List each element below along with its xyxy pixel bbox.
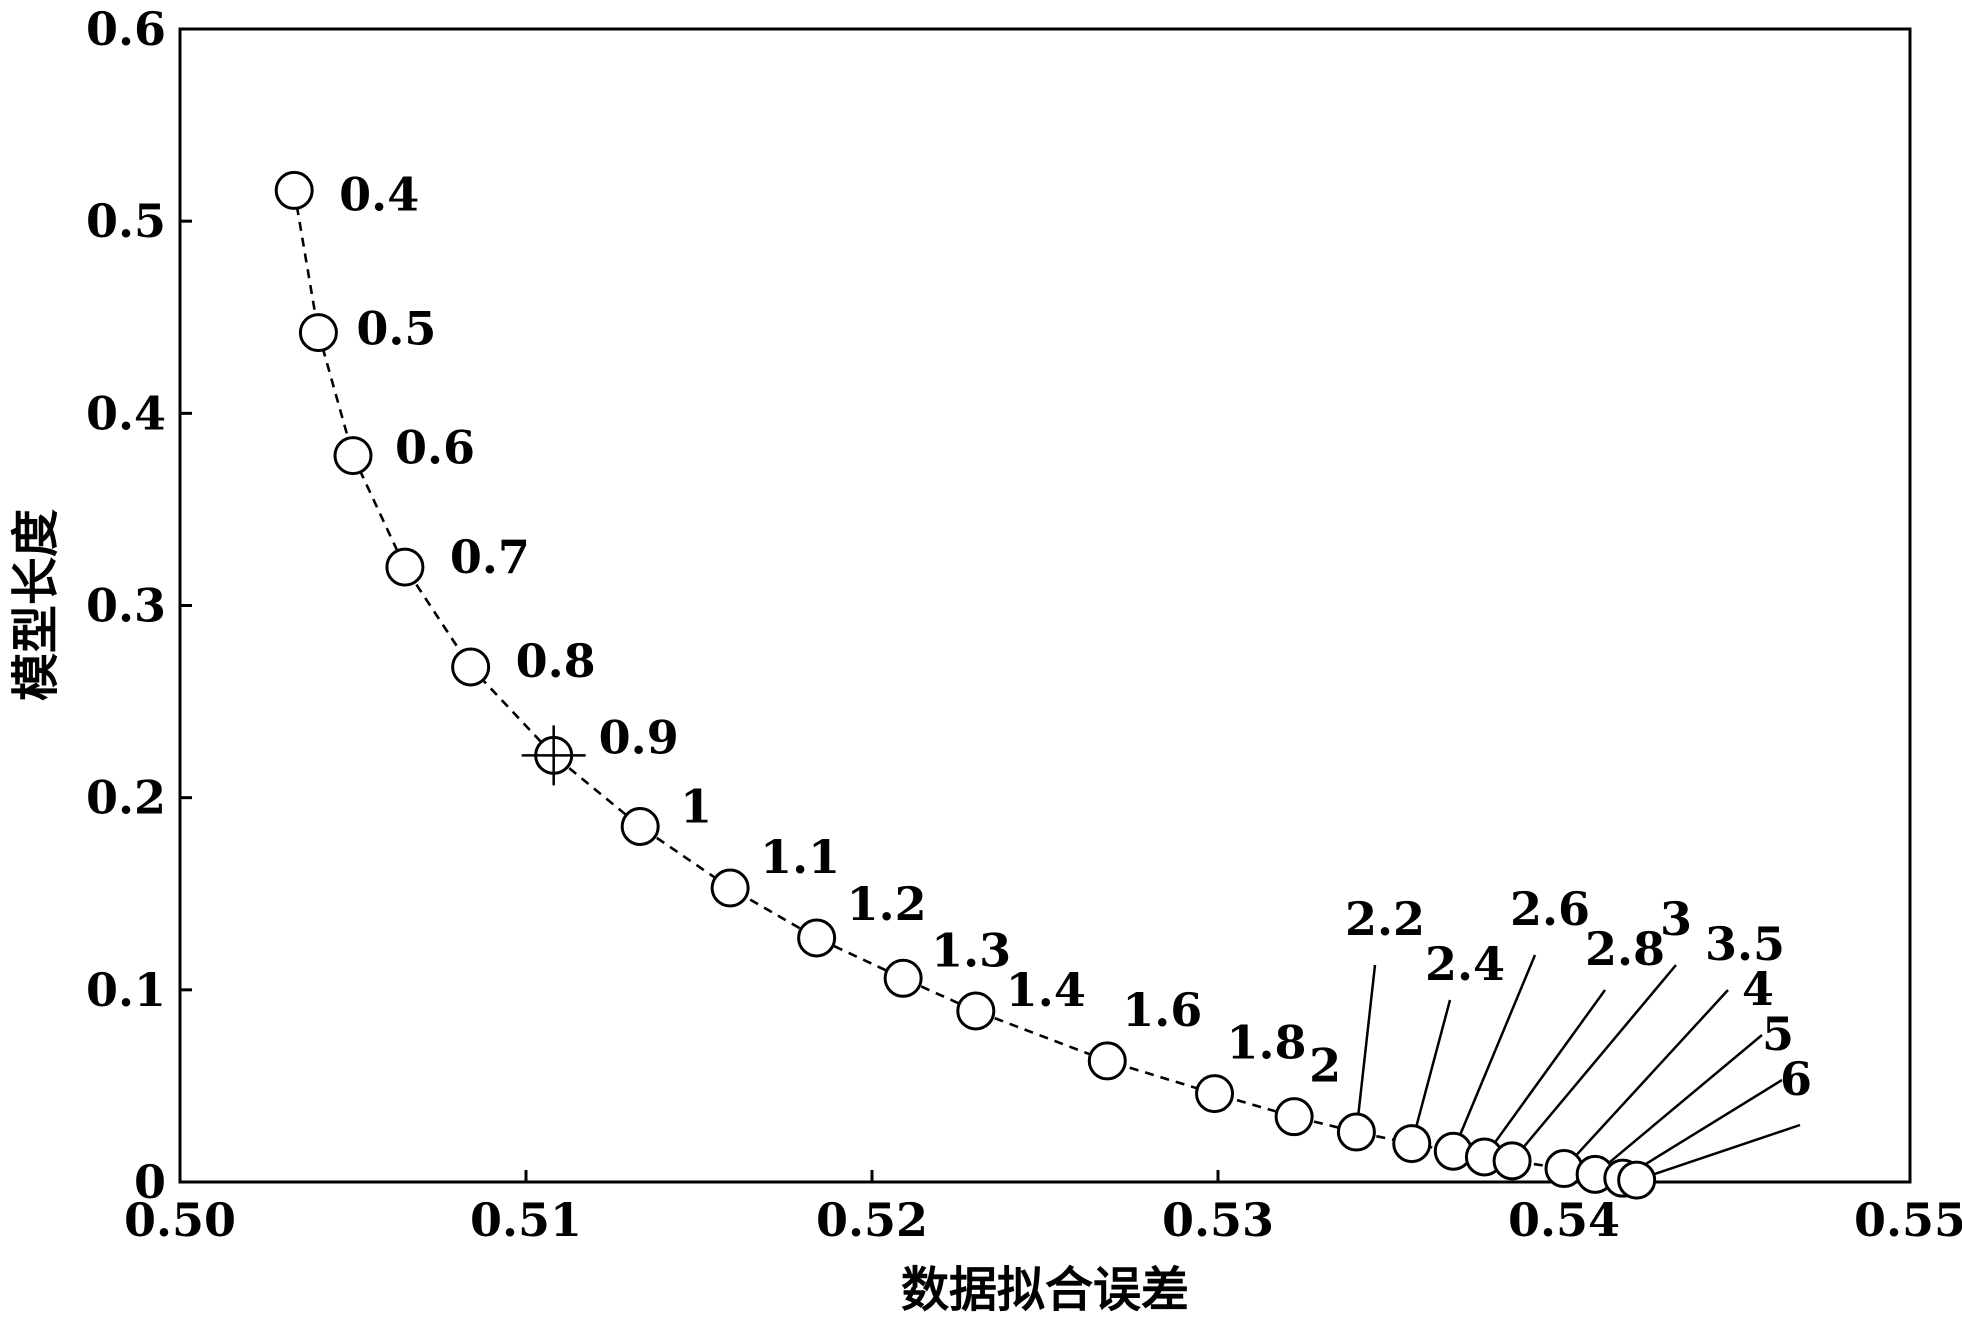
data-label: 1.8: [1227, 1016, 1307, 1070]
y-tick-label: 0: [134, 1155, 166, 1209]
data-label: 1.2: [847, 877, 927, 931]
data-label: 4: [1742, 962, 1774, 1016]
data-point: [620, 806, 660, 846]
data-point: [333, 436, 373, 476]
data-label: 1.1: [760, 830, 840, 884]
leader-line: [1459, 954, 1537, 1136]
y-tick-label: 0.2: [86, 771, 166, 825]
data-label: 3.5: [1705, 917, 1785, 971]
leader-line: [1522, 964, 1677, 1148]
data-label: 1: [680, 779, 712, 833]
data-label: 5: [1762, 1007, 1794, 1061]
label-leader-lines: [1357, 954, 1801, 1176]
y-tick-label: 0.4: [86, 386, 166, 440]
data-point: [451, 647, 491, 687]
data-label: 6: [1780, 1052, 1812, 1106]
data-point: [1336, 1112, 1376, 1152]
data-point: [385, 547, 425, 587]
data-label: 1.4: [1006, 963, 1086, 1017]
data-label: 0.9: [599, 710, 679, 764]
data-label: 0.4: [339, 167, 419, 221]
x-tick-label: 0.52: [816, 1193, 928, 1247]
data-point: [298, 313, 338, 353]
x-axis-ticks: 0.50 0.51 0.52 0.53 0.54 0.55: [124, 1170, 1962, 1247]
x-tick-label: 0.53: [1162, 1193, 1274, 1247]
data-point: [956, 991, 996, 1031]
x-tick-label: 0.51: [470, 1193, 582, 1247]
y-tick-label: 0.1: [86, 963, 166, 1017]
data-point: [710, 868, 750, 908]
data-label: 3: [1660, 892, 1692, 946]
data-label: 0.6: [395, 421, 475, 475]
data-label: 2.6: [1510, 882, 1590, 936]
y-axis-ticks: 0 0.1 0.2 0.3 0.4 0.5 0.6: [86, 2, 192, 1209]
data-label: 2.4: [1425, 937, 1505, 991]
data-label: 2.8: [1585, 922, 1665, 976]
y-axis-title: 模型长度: [8, 509, 64, 701]
data-point: [797, 918, 837, 958]
data-point: [1492, 1141, 1532, 1181]
y-tick-label: 0.5: [86, 194, 166, 248]
data-label: 0.5: [356, 302, 436, 356]
data-label: 0.8: [516, 634, 596, 688]
data-point: [1087, 1041, 1127, 1081]
data-label: 1.6: [1122, 983, 1202, 1037]
series-line: [292, 190, 1637, 1182]
data-label: 2: [1309, 1039, 1341, 1093]
y-tick-label: 0.3: [86, 579, 166, 633]
leader-line: [1493, 989, 1607, 1144]
leader-line: [1653, 1123, 1801, 1176]
data-label: 2.2: [1345, 892, 1425, 946]
x-tick-label: 0.50: [124, 1193, 236, 1247]
data-point: [274, 170, 314, 210]
y-tick-label: 0.6: [86, 2, 166, 56]
leader-line: [1357, 964, 1377, 1115]
leader-line: [1637, 1078, 1783, 1170]
data-label: 1.3: [931, 923, 1011, 977]
data-point: [1274, 1097, 1314, 1137]
data-labels: 0.4 0.5 0.6 0.7 0.80.91 1.11.21.31.4 1.6 1.8 2 2.…: [339, 167, 1812, 1106]
data-points: [274, 170, 1657, 1200]
leader-line: [1415, 999, 1452, 1127]
data-label: 0.7: [450, 530, 530, 584]
x-axis-title: 数据拟合误差: [901, 1262, 1189, 1318]
data-point: [1617, 1160, 1657, 1200]
data-point: [883, 958, 923, 998]
data-point: [1195, 1074, 1235, 1114]
leader-line: [1575, 989, 1729, 1157]
x-tick-label: 0.55: [1854, 1193, 1962, 1247]
leader-line: [1608, 1034, 1763, 1164]
x-tick-label: 0.54: [1508, 1193, 1620, 1247]
data-point: [1392, 1124, 1432, 1164]
